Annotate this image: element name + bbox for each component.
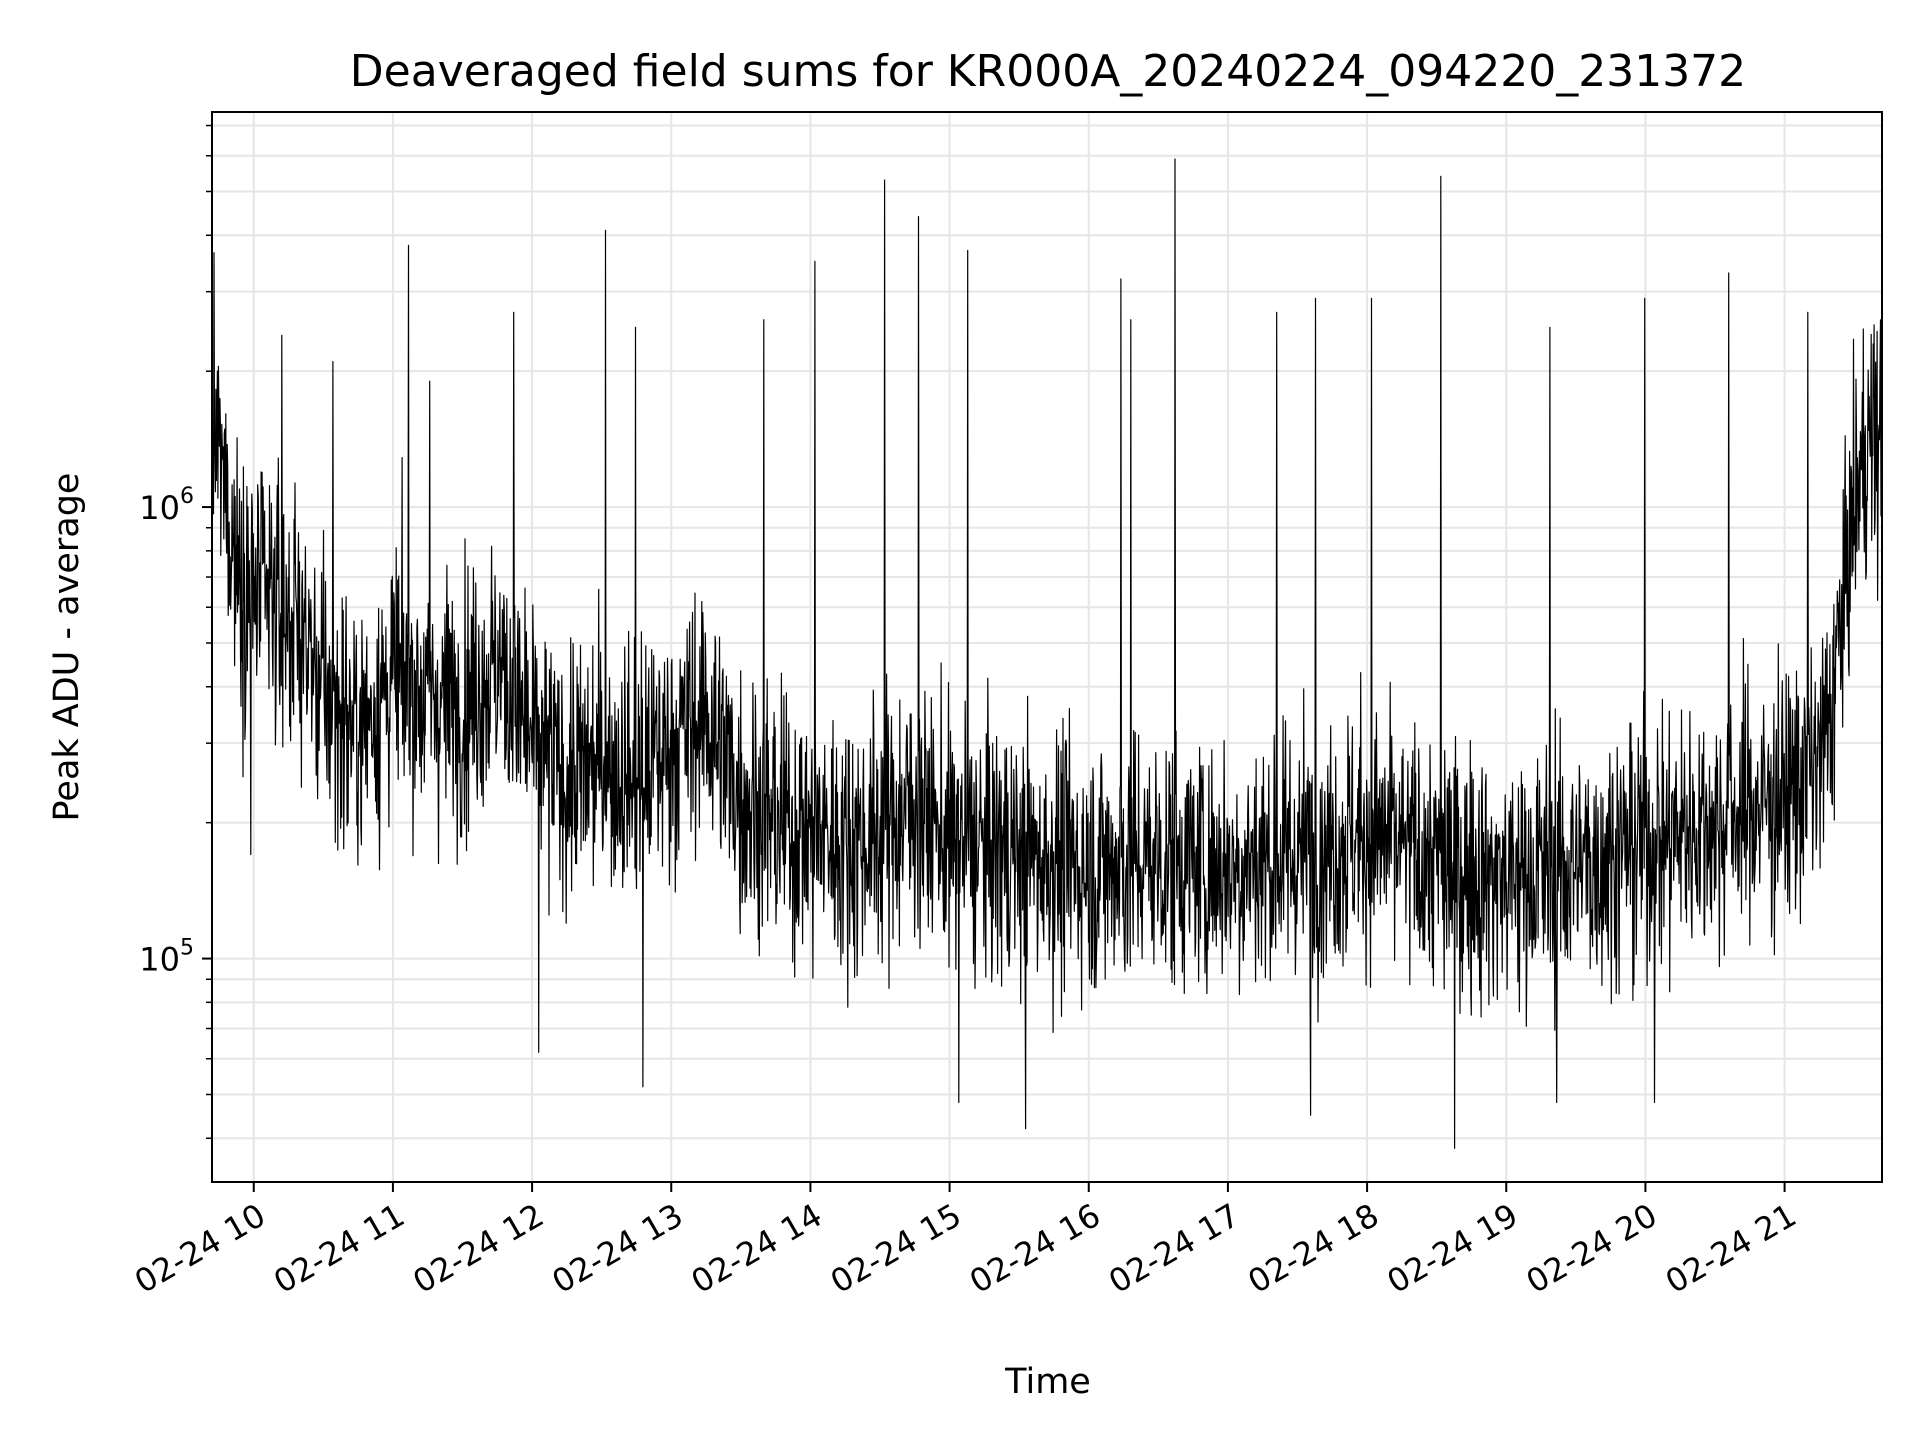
y-tick-label: 105: [139, 936, 194, 979]
series-line: [211, 158, 1883, 1149]
y-tick-label-base: 10: [139, 941, 180, 979]
y-tick-label-exponent: 5: [180, 936, 194, 961]
y-axis-label: Peak ADU - average: [47, 473, 87, 822]
y-tick-label-base: 10: [139, 489, 180, 527]
series: [211, 158, 1883, 1149]
y-tick-label-exponent: 6: [180, 484, 194, 509]
grid: [212, 112, 1882, 1182]
x-axis-label: Time: [1004, 1362, 1091, 1402]
y-tick-label: 106: [139, 484, 194, 527]
chart-title: Deaveraged field sums for KR000A_2024022…: [350, 46, 1746, 97]
plot-frame: [211, 111, 1883, 1183]
